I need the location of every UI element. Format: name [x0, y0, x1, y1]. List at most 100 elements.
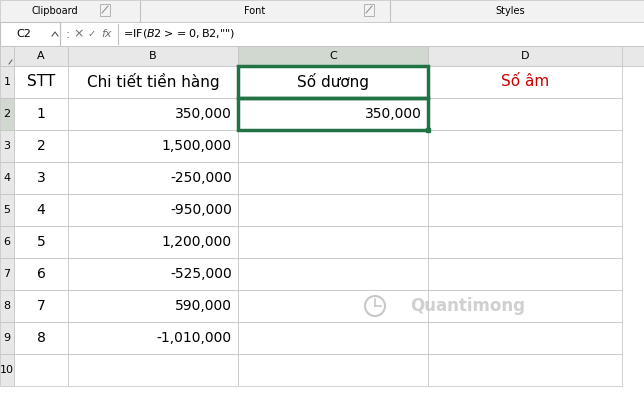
- Text: -1,010,000: -1,010,000: [157, 331, 232, 345]
- Text: 9: 9: [3, 333, 10, 343]
- Bar: [14, 354, 68, 386]
- Text: ✓: ✓: [88, 29, 96, 39]
- Bar: [0, 22, 644, 46]
- Bar: [14, 258, 68, 290]
- Text: 1,500,000: 1,500,000: [162, 139, 232, 153]
- Text: Số dương: Số dương: [297, 74, 369, 90]
- Text: ×: ×: [74, 28, 84, 40]
- Text: 8: 8: [37, 331, 46, 345]
- Bar: [0, 258, 14, 290]
- Bar: [14, 162, 68, 194]
- Bar: [14, 290, 68, 322]
- Text: 1: 1: [3, 77, 10, 87]
- Bar: [428, 354, 622, 386]
- Bar: [14, 46, 68, 66]
- Text: Clipboard: Clipboard: [32, 6, 79, 16]
- Bar: [68, 258, 238, 290]
- Text: 10: 10: [0, 365, 14, 375]
- Bar: [428, 322, 622, 354]
- Bar: [238, 194, 428, 226]
- Bar: [68, 322, 238, 354]
- Text: 7: 7: [37, 299, 45, 313]
- Bar: [428, 162, 622, 194]
- Text: =IF($B2>=0,$B2,""): =IF($B2>=0,$B2,""): [123, 28, 235, 40]
- Bar: [238, 66, 428, 98]
- Bar: [238, 290, 428, 322]
- Bar: [68, 98, 238, 130]
- Bar: [14, 194, 68, 226]
- Text: 2: 2: [3, 109, 10, 119]
- Bar: [238, 258, 428, 290]
- Text: 5: 5: [3, 205, 10, 215]
- Text: 4: 4: [37, 203, 45, 217]
- Text: -950,000: -950,000: [170, 203, 232, 217]
- Bar: [68, 46, 238, 66]
- Bar: [0, 22, 60, 46]
- Text: Font: Font: [244, 6, 265, 16]
- Bar: [68, 130, 238, 162]
- Text: 6: 6: [37, 267, 46, 281]
- Bar: [68, 194, 238, 226]
- Text: STT: STT: [27, 74, 55, 90]
- Bar: [238, 98, 428, 130]
- Bar: [0, 130, 14, 162]
- Text: 2: 2: [37, 139, 45, 153]
- Text: 7: 7: [3, 269, 10, 279]
- Bar: [428, 258, 622, 290]
- Bar: [0, 66, 14, 98]
- Text: -250,000: -250,000: [170, 171, 232, 185]
- Bar: [0, 98, 14, 130]
- Text: C: C: [329, 51, 337, 61]
- Bar: [68, 290, 238, 322]
- Bar: [68, 162, 238, 194]
- Text: 590,000: 590,000: [175, 299, 232, 313]
- Text: Số âm: Số âm: [501, 74, 549, 90]
- Bar: [100, 4, 110, 16]
- Text: 3: 3: [37, 171, 45, 185]
- Text: -525,000: -525,000: [170, 267, 232, 281]
- Bar: [238, 322, 428, 354]
- Bar: [0, 194, 14, 226]
- Bar: [0, 226, 14, 258]
- Bar: [14, 66, 68, 98]
- Bar: [238, 46, 428, 66]
- Bar: [428, 98, 622, 130]
- Bar: [238, 226, 428, 258]
- Bar: [0, 46, 644, 66]
- Bar: [238, 130, 428, 162]
- Bar: [428, 46, 622, 66]
- Bar: [0, 0, 644, 22]
- Text: fx: fx: [102, 29, 112, 39]
- Text: Quantimong: Quantimong: [410, 297, 525, 315]
- Text: 350,000: 350,000: [175, 107, 232, 121]
- Text: Styles: Styles: [495, 6, 525, 16]
- Text: 8: 8: [3, 301, 10, 311]
- Text: 1: 1: [37, 107, 46, 121]
- Bar: [14, 130, 68, 162]
- Text: B: B: [149, 51, 156, 61]
- Bar: [428, 226, 622, 258]
- Bar: [0, 162, 14, 194]
- Bar: [0, 354, 14, 386]
- Bar: [68, 66, 238, 98]
- Bar: [428, 66, 622, 98]
- Bar: [0, 46, 14, 66]
- Text: 6: 6: [3, 237, 10, 247]
- Text: C2: C2: [17, 29, 32, 39]
- Bar: [68, 226, 238, 258]
- Bar: [14, 322, 68, 354]
- Text: 3: 3: [3, 141, 10, 151]
- Text: 5: 5: [37, 235, 45, 249]
- Bar: [238, 98, 428, 130]
- Bar: [0, 290, 14, 322]
- Bar: [238, 354, 428, 386]
- Text: A: A: [37, 51, 45, 61]
- Bar: [14, 226, 68, 258]
- Text: D: D: [521, 51, 529, 61]
- Text: 4: 4: [3, 173, 10, 183]
- Bar: [14, 98, 68, 130]
- Bar: [428, 290, 622, 322]
- Text: Chi tiết tiền hàng: Chi tiết tiền hàng: [87, 74, 220, 90]
- Text: 1,200,000: 1,200,000: [162, 235, 232, 249]
- Text: :: :: [66, 28, 70, 40]
